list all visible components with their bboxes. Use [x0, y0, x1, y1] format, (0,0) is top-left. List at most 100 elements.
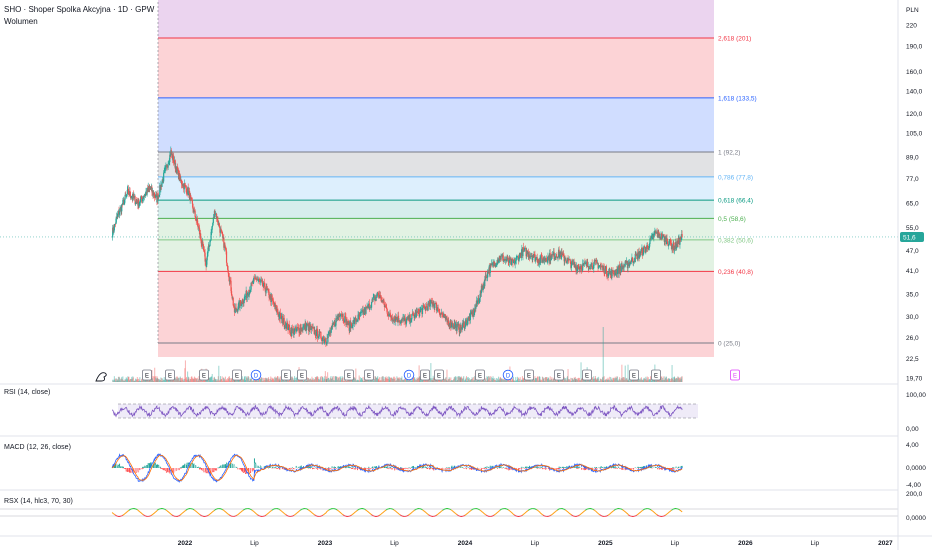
rsi-tick-label: 0,00 — [906, 426, 919, 433]
macd-histogram-bar — [448, 468, 449, 469]
macd-histogram-bar — [406, 468, 407, 469]
fib-zone — [158, 0, 714, 38]
rsx-label: RSX (14, hlc3, 70, 30) — [4, 498, 73, 505]
macd-histogram-bar — [296, 467, 297, 468]
macd-histogram-bar — [237, 467, 238, 468]
fib-zone — [158, 152, 714, 177]
macd-histogram-bar — [581, 468, 582, 470]
earnings-letter: E — [347, 374, 351, 380]
macd-histogram-bar — [289, 468, 290, 469]
macd-histogram-bar — [617, 468, 618, 469]
volume-bar — [218, 366, 219, 382]
macd-histogram-bar — [559, 468, 560, 469]
macd-histogram-bar — [537, 467, 538, 468]
fib-zone — [158, 98, 714, 152]
macd-histogram-bar — [332, 467, 333, 468]
macd-histogram-bar — [563, 467, 564, 468]
macd-histogram-bar — [142, 467, 143, 468]
macd-histogram-bar — [410, 468, 411, 469]
dividend-letter: D — [506, 374, 511, 380]
candle-body — [122, 200, 123, 205]
macd-histogram-bar — [614, 468, 615, 469]
macd-tick-label: 0,0000 — [906, 465, 926, 472]
macd-histogram-bar — [335, 467, 336, 468]
macd-histogram-bar — [578, 468, 579, 469]
macd-histogram-bar — [604, 467, 605, 468]
candle-body — [387, 309, 388, 314]
macd-histogram-bar — [638, 467, 639, 468]
macd-histogram-bar — [430, 468, 431, 469]
macd-histogram-bar — [576, 468, 577, 469]
macd-histogram-bar — [677, 468, 678, 469]
macd-histogram-bar — [160, 468, 161, 469]
macd-histogram-bar — [638, 468, 639, 469]
volume-bar — [682, 376, 683, 382]
candle-body — [484, 280, 485, 286]
macd-histogram-bar — [537, 468, 538, 469]
macd-histogram-bar — [520, 468, 521, 469]
candle-body — [186, 189, 187, 194]
candle-body — [213, 218, 214, 224]
macd-tick-label: 4,00 — [906, 442, 919, 449]
macd-histogram-bar — [404, 468, 405, 469]
fib-level-label: 1 (92,2) — [718, 150, 740, 157]
macd-histogram-bar — [676, 467, 677, 468]
earnings-letter: E — [284, 374, 288, 380]
fib-level-label: 0,382 (50,6) — [718, 237, 753, 244]
earnings-letter: E — [585, 374, 589, 380]
macd-histogram-bar — [560, 467, 561, 468]
candle-body — [557, 257, 558, 258]
macd-histogram-bar — [487, 467, 488, 468]
macd-histogram-bar — [594, 467, 595, 468]
macd-histogram-bar — [347, 467, 348, 468]
earnings-letter: E — [367, 374, 371, 380]
macd-histogram-bar — [415, 467, 416, 468]
macd-histogram-bar — [523, 467, 524, 468]
fib-zone — [158, 177, 714, 200]
macd-histogram-bar — [218, 467, 219, 468]
macd-histogram-bar — [426, 467, 427, 468]
macd-histogram-bar — [542, 468, 543, 469]
macd-histogram-bar — [390, 467, 391, 468]
macd-histogram-bar — [217, 468, 218, 469]
candle-body — [298, 328, 299, 332]
earnings-letter: E — [145, 374, 149, 380]
earnings-letter: E — [527, 374, 531, 380]
macd-histogram-bar — [349, 467, 350, 468]
macd-histogram-bar — [486, 468, 487, 469]
fibonacci-retracement[interactable]: 0 (25,0)0,236 (40,8)0,382 (50,6)0,5 (58,… — [158, 0, 757, 357]
macd-histogram-bar — [446, 467, 447, 468]
macd-histogram-bar — [316, 468, 317, 469]
macd-histogram-bar — [122, 466, 123, 468]
candle-body — [195, 211, 196, 217]
macd-histogram-bar — [547, 468, 548, 469]
candle-body — [203, 244, 204, 250]
macd-histogram-bar — [526, 468, 527, 469]
macd-histogram-bar — [274, 467, 275, 468]
macd-histogram-bar — [277, 468, 278, 469]
macd-histogram-bar — [280, 468, 281, 469]
macd-histogram-bar — [616, 467, 617, 468]
fib-zone — [158, 38, 714, 98]
fib-zone — [158, 200, 714, 218]
macd-histogram-bar — [334, 466, 335, 468]
macd-histogram-bar — [371, 468, 372, 469]
candle-body — [168, 164, 169, 168]
macd-histogram-bar — [292, 467, 293, 468]
macd-histogram-bar — [424, 467, 425, 468]
macd-histogram-bar — [388, 467, 389, 468]
macd-histogram-bar — [539, 468, 540, 469]
macd-histogram-bar — [199, 468, 200, 469]
macd-histogram-bar — [278, 467, 279, 468]
fib-level-label: 1,618 (133,5) — [718, 95, 757, 102]
macd-histogram-bar — [160, 467, 161, 468]
earnings-letter: E — [202, 374, 206, 380]
fib-level-label: 0 (25,0) — [718, 341, 740, 348]
macd-histogram-bar — [408, 468, 409, 469]
macd-histogram-bar — [275, 467, 276, 468]
candle-body — [301, 328, 302, 331]
earnings-letter: E — [478, 374, 482, 380]
macd-histogram-bar — [179, 468, 180, 470]
